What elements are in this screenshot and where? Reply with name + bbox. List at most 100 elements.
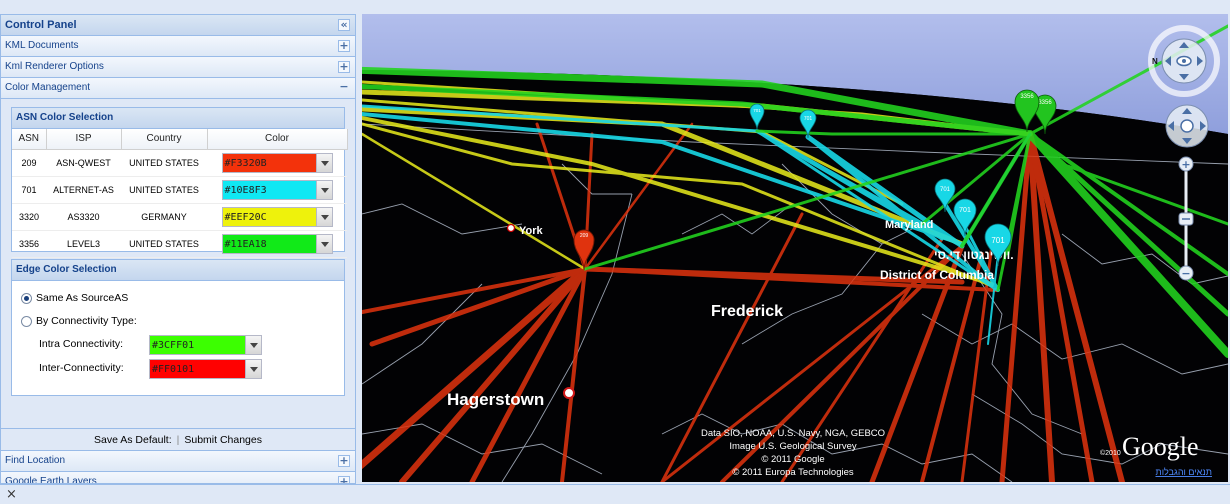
color-select[interactable]: #f3320b [221, 152, 333, 173]
placemark-701[interactable]: 701 [799, 109, 817, 139]
label-frederick: Frederick [711, 303, 783, 320]
dropdown-arrow-icon[interactable] [245, 360, 261, 378]
color-value: #FF0101 [152, 364, 195, 375]
move-up-arrow-icon[interactable] [1182, 108, 1192, 114]
attribution-line: © 2011 Europa Technologies [732, 467, 854, 478]
zoom-out-button[interactable] [1178, 265, 1194, 281]
inter-connectivity-label: Inter-Connectivity: [39, 362, 124, 374]
table-row[interactable]: 701 ALTERNET-AS UNITED STATES #10e8f3 [12, 176, 347, 204]
move-down-arrow-icon[interactable] [1182, 138, 1192, 144]
move-right-arrow-icon[interactable] [1200, 121, 1206, 131]
dropdown-arrow-icon[interactable] [315, 180, 332, 199]
collapse-icon[interactable]: − [339, 80, 349, 93]
column-header-country[interactable]: Country [121, 129, 208, 150]
submit-changes-button[interactable]: Submit Changes [184, 434, 262, 446]
zoom-out-icon: − [1181, 267, 1190, 280]
look-down-arrow-icon[interactable] [1179, 74, 1189, 80]
expand-icon[interactable]: + [338, 454, 350, 467]
isp-cell: ALTERNET-AS [46, 176, 121, 204]
section-label: Kml Renderer Options [5, 61, 104, 72]
country-cell: UNITED STATES [121, 176, 207, 204]
expand-icon[interactable]: + [338, 39, 350, 52]
table-row[interactable]: 3320 AS3320 GERMANY #eef20c [12, 203, 347, 231]
look-left-arrow-icon[interactable] [1165, 56, 1171, 66]
control-panel-header: Control Panel « [1, 15, 355, 36]
section-google-earth-layers[interactable]: Google Earth Layers + [1, 472, 355, 483]
color-cell: #10e8f3 [207, 176, 347, 204]
country-cell: GERMANY [121, 203, 207, 231]
asn-cell: 3356 [12, 230, 46, 258]
section-kml-documents[interactable]: KML Documents + [1, 36, 355, 57]
color-management-body: ASN Color Selection ASN ISP Country Colo… [1, 99, 355, 428]
move-navigation-control[interactable] [1165, 104, 1209, 148]
dropdown-arrow-icon[interactable] [245, 336, 261, 354]
color-select[interactable]: #eef20c [221, 206, 333, 227]
color-cell: #11ea18 [207, 230, 347, 258]
zoom-in-button[interactable] [1178, 156, 1194, 172]
table-row[interactable]: 3356 LEVEL3 UNITED STATES #11ea18 [12, 230, 347, 258]
placemark-label: 701 [804, 116, 813, 122]
isp-cell: ASN-QWEST [46, 149, 121, 177]
earth-map-view[interactable]: York Frederick Hagerstown Maryland Distr… [362, 14, 1228, 482]
terms-link[interactable]: תנאים והגבלות [1155, 467, 1212, 477]
move-left-arrow-icon[interactable] [1168, 121, 1174, 131]
asn-table: ASN ISP Country Color 209 ASN-QWEST UNIT… [12, 129, 348, 258]
color-value: #eef20c [224, 211, 267, 223]
save-as-default-button[interactable]: Save As Default: [93, 434, 172, 446]
intra-connectivity-color-select[interactable]: #3CFF01 [149, 335, 262, 355]
color-select[interactable]: #10e8f3 [221, 179, 333, 200]
column-header-isp[interactable]: ISP [46, 129, 122, 150]
section-color-management[interactable]: Color Management − [1, 78, 355, 99]
placemark-3356[interactable]: 3356 [1014, 89, 1040, 133]
expand-icon[interactable]: + [338, 60, 350, 73]
placemark-701[interactable]: 701 [934, 178, 956, 213]
inter-connectivity-color-select[interactable]: #FF0101 [149, 359, 262, 379]
hand-icon [1180, 119, 1194, 133]
placemark-3356[interactable]: 3356 [1033, 94, 1057, 135]
map-canvas[interactable]: York Frederick Hagerstown Maryland Distr… [362, 14, 1228, 482]
attribution-line: Image U.S. Geological Survey [729, 441, 857, 452]
label-maryland: Maryland [885, 219, 933, 231]
zoom-slider[interactable]: + − [1178, 156, 1194, 281]
intra-connectivity-label: Intra Connectivity: [39, 338, 124, 350]
asn-209-edges [362, 122, 1125, 482]
isp-cell: AS3320 [46, 203, 121, 231]
column-header-asn[interactable]: ASN [12, 129, 47, 150]
dropdown-arrow-icon[interactable] [315, 153, 332, 172]
top-strip [0, 0, 1230, 14]
section-find-location[interactable]: Find Location + [1, 451, 355, 472]
radio-button-checked[interactable] [21, 293, 32, 304]
expand-icon[interactable]: + [338, 476, 350, 483]
google-logo: Google [1122, 432, 1199, 461]
radio-button[interactable] [21, 316, 32, 327]
radio-label: Same As SourceAS [36, 292, 129, 304]
placemark-701[interactable]: 701 [749, 103, 765, 131]
country-cell: UNITED STATES [121, 230, 207, 258]
dropdown-arrow-icon[interactable] [315, 234, 332, 253]
hagerstown-dot [563, 387, 575, 399]
radio-label: By Connectivity Type: [36, 315, 137, 327]
edge-color-selection: Edge Color Selection Same As SourceAS By… [11, 259, 345, 396]
look-navigation-control[interactable]: N [1148, 25, 1220, 97]
dropdown-arrow-icon[interactable] [315, 207, 332, 226]
look-right-arrow-icon[interactable] [1197, 56, 1203, 66]
color-value: #3CFF01 [152, 340, 195, 351]
compass-north-label: N [1152, 57, 1158, 66]
collapse-panel-icon[interactable]: « [338, 19, 350, 31]
radio-by-connectivity[interactable]: By Connectivity Type: [12, 310, 344, 333]
edge-color-selection-title: Edge Color Selection [12, 260, 344, 281]
color-cell: #eef20c [207, 203, 347, 231]
look-up-arrow-icon[interactable] [1179, 42, 1189, 48]
status-bar: × [0, 484, 1230, 504]
placemark-701[interactable]: 701 [953, 198, 977, 237]
table-row[interactable]: 209 ASN-QWEST UNITED STATES #f3320b [12, 149, 347, 177]
placemark-209[interactable]: 209 [573, 229, 595, 271]
radio-same-as-source[interactable]: Same As SourceAS [12, 287, 344, 310]
color-value: #10e8f3 [224, 184, 267, 196]
inter-connectivity-row: Inter-Connectivity: #FF0101 [12, 357, 344, 381]
color-select[interactable]: #11ea18 [221, 233, 333, 254]
close-icon[interactable]: × [6, 487, 17, 502]
column-header-color[interactable]: Color [207, 129, 348, 150]
placemark-701[interactable]: 701 [984, 223, 1012, 267]
section-kml-renderer-options[interactable]: Kml Renderer Options + [1, 57, 355, 78]
